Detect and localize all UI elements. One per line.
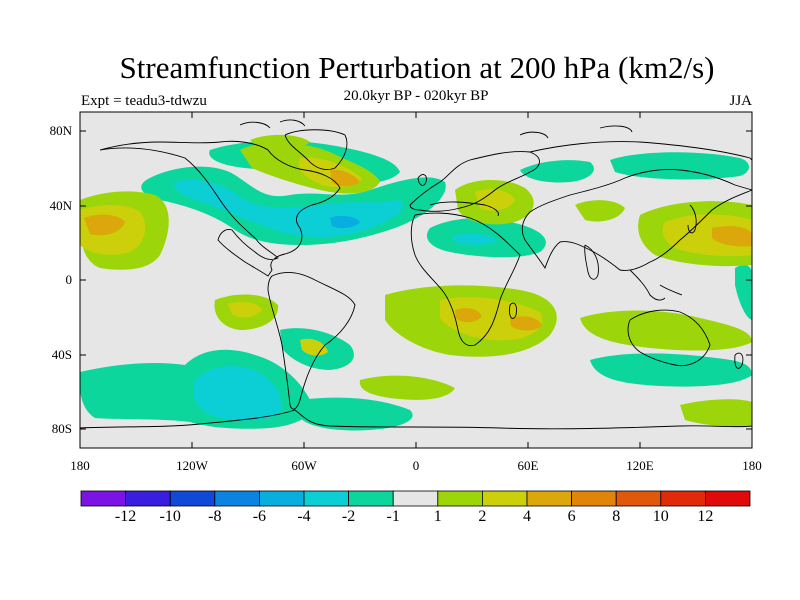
colorbar-label: 10 [652,508,669,525]
contour-pos-argentina [300,338,328,356]
coast-africa [410,212,521,347]
colorbar-label: 2 [478,508,487,525]
colorbar-label: 6 [567,508,576,525]
coastlines [80,119,752,430]
colorbar-swatch [258,490,305,507]
coast-japan [687,204,697,234]
colorbar-swatch [80,490,126,507]
contour-neg-east-atlantic-inner [452,233,498,245]
colorbar-label: -2 [341,508,356,525]
lon-label-0: 0 [412,458,420,473]
colorbar-label: -4 [297,508,311,525]
coast-new-zealand [734,352,744,369]
coast-south-america [267,272,356,410]
contour-pos-southern [359,375,455,400]
contour-fields [80,119,752,431]
colorbar-label: 8 [612,508,621,525]
experiment-label: Expt = teadu3-tdwzu [81,93,207,109]
lon-label-120w: 120W [176,458,208,473]
contour-neg2-south-pacific [192,366,282,421]
colorbar [80,490,751,507]
lon-label-120e: 120E [626,458,654,473]
coast-uk [417,174,427,186]
contour-neg-arctic-asia [610,152,749,180]
contour-pos-asia [575,200,625,222]
lon-label-180w: 180 [70,458,90,473]
colorbar-label: -12 [114,508,137,525]
colorbar-label: -6 [252,508,267,525]
lat-ticks [80,130,752,430]
contour-pos3-north-pacific [84,214,125,236]
contour-pos2-east-pacific [228,302,262,318]
contour-neg-indian-ocean [590,353,752,387]
colorbar-swatch [437,490,483,507]
coast-asia [521,141,752,271]
colorbar-label: 1 [433,508,442,525]
lon-ticks [191,112,641,448]
coast-greenland [284,129,348,171]
contour-pos2-japan [662,214,752,257]
contour-pos3-japan [712,226,752,247]
coast-se-asia [629,269,683,301]
coast-madagascar [509,302,517,319]
contour-pos3-indian [510,316,542,331]
contour-neg-west-pacific [735,264,752,320]
lat-label-0: 0 [65,272,73,287]
colorbar-swatch [303,490,349,507]
colorbar-swatch [169,490,216,507]
lat-label-40n: 40N [49,198,72,213]
contour-pos-arctic [250,134,310,150]
colorbar-swatch [526,490,572,507]
contour-pos-indian-south [580,310,752,351]
contour-neg-southern-ocean [300,397,413,431]
colorbar-label: -1 [386,508,400,525]
lon-label-180e: 180 [742,458,762,473]
coast-mediterranean [429,201,499,217]
colorbar-swatch [392,490,439,507]
contour-neg3-north-atlantic [330,215,360,229]
lat-label-80s: 80S [51,421,72,436]
coast-north-america [99,140,341,277]
coast-australia [627,309,711,367]
map-title: Streamfunction Perturbation at 200 hPa (… [119,50,715,85]
contour-pos3-south-africa [455,308,482,323]
coast-europe [409,151,540,212]
colorbar-label: 12 [697,508,714,525]
lon-label-60w: 60W [291,458,317,473]
colorbar-label: -8 [208,508,222,525]
colorbar-label: -10 [159,508,181,525]
coast-antarctica [80,409,752,430]
coast-arctic-islands [239,119,633,139]
colorbar-swatch [705,490,751,507]
contour-pos-far-south [680,399,752,427]
colorbar-swatch [481,490,528,507]
contour-pos3-hudson [330,169,360,187]
colorbar-label: 4 [523,508,531,525]
colorbar-swatch [571,490,617,507]
coast-india [584,244,599,280]
lon-label-60e: 60E [517,458,539,473]
lat-label-40s: 40S [51,347,72,362]
colorbar-swatch [660,490,706,507]
colorbar-swatch [214,490,260,507]
colorbar-swatch [348,490,394,507]
map-subtitle: 20.0kyr BP - 020kyr BP [343,88,489,104]
lat-label-80n: 80N [49,123,72,138]
colorbar-swatch [615,490,662,507]
season-label: JJA [729,93,752,109]
colorbar-swatch [125,490,171,507]
